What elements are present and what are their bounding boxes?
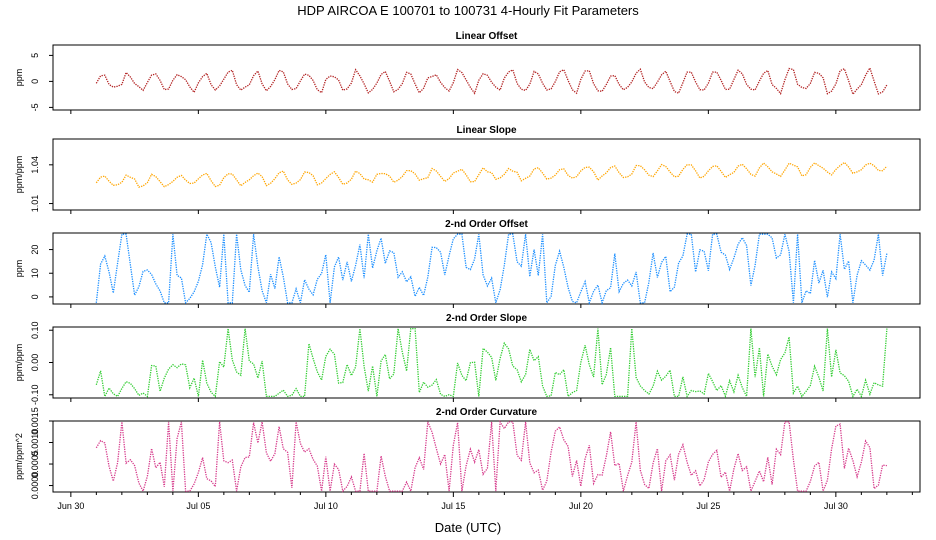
y-tick-label: 5 <box>30 53 40 58</box>
panel-title: 2-nd Order Slope <box>446 313 528 324</box>
panel-title: 2-nd Order Curvature <box>436 407 538 418</box>
y-axis-label: ppm/ppm <box>14 156 24 194</box>
x-tick-label: Jul 20 <box>569 501 593 511</box>
x-tick-label: Jun 30 <box>57 501 84 511</box>
y-axis-label: ppm/ppm^2 <box>14 433 24 480</box>
x-axis-label: Date (UTC) <box>435 520 501 535</box>
x-axis: Jun 30 Jul 05 Jul 10 Jul 15 Jul 20 Jul 25 Jul … <box>57 110 913 511</box>
plot-frame <box>52 138 921 211</box>
panel-5: 2-nd Order Curvature ppm/ppm^2 0.00000.000… <box>14 407 921 500</box>
panel-title: Linear Slope <box>456 125 516 136</box>
y-axis-label: ppm <box>14 69 24 87</box>
x-tick-label: Jul 30 <box>824 501 848 511</box>
y-tick-label: 1.04 <box>30 156 40 174</box>
figure-title: HDP AIRCOA E 100701 to 100731 4-Hourly F… <box>297 3 639 18</box>
y-tick-label: 0.0005 <box>30 450 40 478</box>
panel-title: 2-nd Order Offset <box>445 219 528 230</box>
plot-frame <box>52 232 921 305</box>
y-axis-label: ppm <box>14 260 24 278</box>
panel-3: 2-nd Order Offset ppm 0 10 20 <box>14 219 921 306</box>
x-tick-label: Jul 25 <box>696 501 720 511</box>
y-axis-label: ppm/ppm <box>14 344 24 382</box>
series-line <box>95 327 888 399</box>
y-tick-label: 20 <box>30 245 40 255</box>
y-tick-label: 0.10 <box>30 321 40 339</box>
y-tick-label: 0.00 <box>30 354 40 372</box>
y-tick-label: 10 <box>30 268 40 278</box>
y-tick-label: 0.0015 <box>30 407 40 435</box>
panel-1: Linear Offset ppm -5 0 5 <box>14 31 921 111</box>
y-tick-label: 0.0010 <box>30 429 40 457</box>
panel-2: Linear Slope ppm/ppm 1.01 1.04 <box>14 125 921 213</box>
series-line <box>95 232 888 306</box>
x-tick-label: Jul 10 <box>314 501 338 511</box>
y-tick-label: 1.01 <box>30 195 40 213</box>
y-tick-label: 0.0000 <box>30 472 40 500</box>
panels-container: Linear Offset ppm -5 0 5 Linear Slope ppm/ppm 1… <box>14 31 921 500</box>
panel-title: Linear Offset <box>456 31 518 42</box>
x-tick-label: Jul 05 <box>186 501 210 511</box>
plot-frame <box>52 44 921 111</box>
series-line <box>95 161 888 188</box>
series-line <box>95 419 887 494</box>
panel-4: 2-nd Order Slope ppm/ppm -0.10 0.00 0.10 <box>14 313 921 406</box>
series-line <box>95 66 888 96</box>
x-tick-label: Jul 15 <box>441 501 465 511</box>
y-tick-label: -0.10 <box>30 385 40 406</box>
plot-frame <box>52 326 921 399</box>
y-tick-label: -5 <box>30 103 40 111</box>
plot-frame <box>52 420 921 493</box>
y-tick-label: 0 <box>30 79 40 84</box>
y-tick-label: 0 <box>30 294 40 299</box>
